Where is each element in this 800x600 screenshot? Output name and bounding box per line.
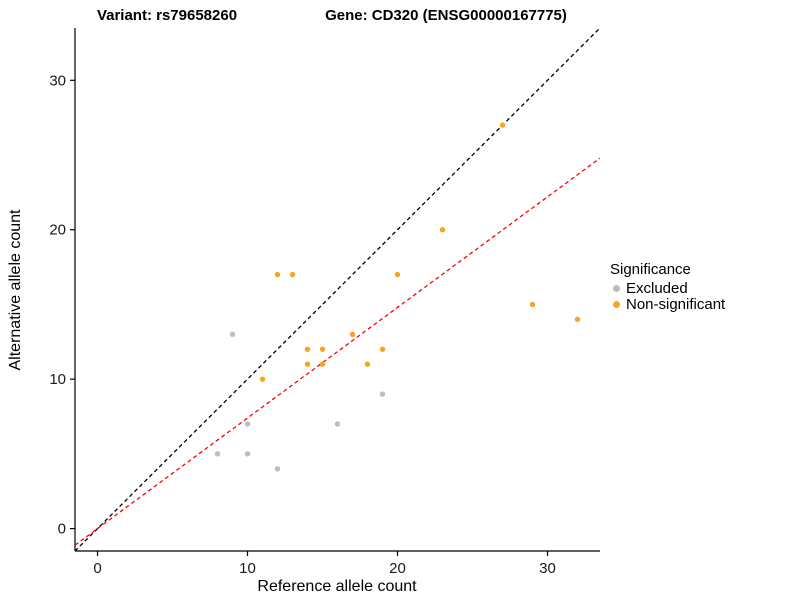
x-tick-label: 0 xyxy=(93,560,101,577)
y-axis-title: Alternative allele count xyxy=(7,209,24,371)
y-tick-label: 30 xyxy=(49,72,66,89)
data-point-non-significant xyxy=(364,361,371,367)
x-tick-label: 10 xyxy=(239,560,256,577)
data-point-non-significant xyxy=(529,301,536,308)
excluded-dot-icon xyxy=(613,284,620,292)
legend: Significance Excluded Non-significant xyxy=(610,261,726,313)
x-tick-label: 30 xyxy=(539,560,556,577)
data-point-non-significant xyxy=(439,227,446,233)
legend-label-non-significant: Non-significant xyxy=(626,295,726,313)
ratio-line xyxy=(75,157,600,546)
x-tick-label: 20 xyxy=(389,560,406,577)
data-point-non-significant xyxy=(349,331,356,338)
y-tick-label: 10 xyxy=(49,371,66,388)
data-point-non-significant xyxy=(574,316,581,323)
data-point-excluded xyxy=(274,466,281,472)
data-point-non-significant xyxy=(274,271,281,278)
data-point-non-significant xyxy=(259,376,266,382)
data-point-non-significant xyxy=(394,271,401,278)
data-point-excluded xyxy=(229,331,236,338)
variant-title: Variant: rs79658260 xyxy=(97,7,237,24)
non-significant-dot-icon xyxy=(613,300,620,308)
data-point-non-significant xyxy=(319,346,326,352)
gene-title: Gene: CD320 (ENSG00000167775) xyxy=(325,7,567,24)
data-point-excluded xyxy=(244,421,251,427)
legend-label-excluded: Excluded xyxy=(626,279,688,297)
legend-entry-excluded: Excluded xyxy=(610,279,725,297)
legend-title: Significance xyxy=(610,261,691,278)
data-point-non-significant xyxy=(379,346,386,352)
identity-line xyxy=(75,28,600,551)
data-point-non-significant xyxy=(304,346,311,352)
data-points xyxy=(214,122,581,472)
x-axis-title: Reference allele count xyxy=(257,578,417,595)
reference-lines xyxy=(75,28,600,551)
data-point-excluded xyxy=(379,391,386,397)
y-tick-label: 20 xyxy=(49,222,66,239)
data-point-excluded xyxy=(244,451,251,457)
y-tick-label: 0 xyxy=(58,521,66,538)
data-point-non-significant xyxy=(319,361,326,367)
data-point-excluded xyxy=(214,451,221,457)
data-point-non-significant xyxy=(289,271,296,278)
data-point-excluded xyxy=(334,421,341,427)
data-point-non-significant xyxy=(499,122,506,128)
legend-entry-non-significant: Non-significant xyxy=(610,295,726,313)
data-point-non-significant xyxy=(304,361,311,367)
axes: 0 10 20 30 0 10 20 30 xyxy=(49,28,600,577)
